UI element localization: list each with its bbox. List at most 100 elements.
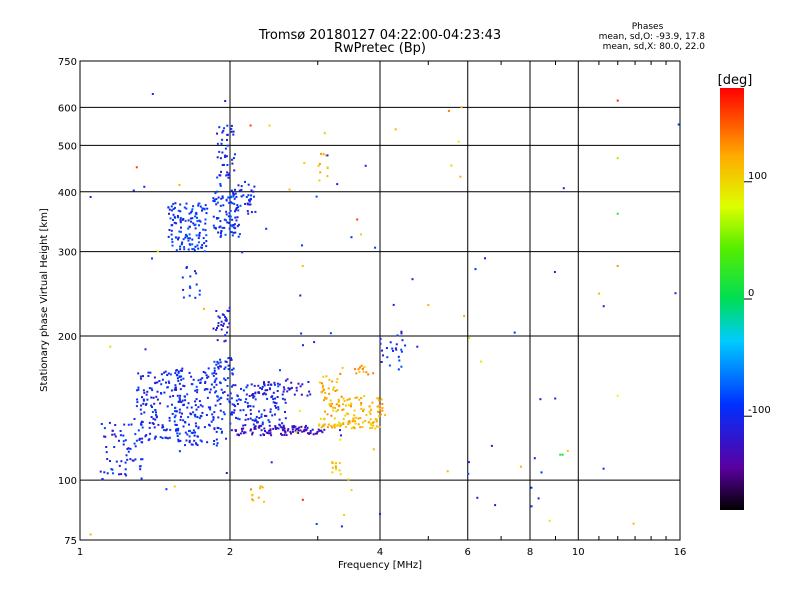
data-point bbox=[204, 204, 207, 207]
data-point bbox=[213, 371, 216, 374]
data-point bbox=[337, 398, 340, 401]
data-point bbox=[249, 405, 252, 408]
data-point bbox=[299, 385, 302, 388]
data-point bbox=[188, 435, 191, 438]
data-point bbox=[539, 398, 542, 401]
data-point bbox=[228, 227, 231, 230]
data-point bbox=[324, 391, 327, 394]
data-point bbox=[178, 382, 181, 385]
data-point bbox=[343, 400, 346, 402]
data-point bbox=[427, 304, 430, 307]
data-point bbox=[153, 402, 156, 405]
data-point bbox=[530, 486, 533, 489]
data-point bbox=[632, 522, 635, 525]
data-point bbox=[365, 371, 368, 374]
data-point bbox=[141, 437, 144, 440]
data-point bbox=[226, 139, 228, 141]
data-point bbox=[163, 429, 165, 432]
data-point bbox=[185, 202, 188, 205]
data-point bbox=[188, 285, 191, 288]
data-point bbox=[223, 377, 226, 380]
data-point bbox=[213, 200, 216, 203]
data-point bbox=[152, 417, 155, 420]
data-point bbox=[290, 386, 293, 389]
data-point bbox=[221, 131, 224, 134]
data-point bbox=[204, 382, 207, 384]
data-point bbox=[179, 394, 182, 397]
data-point bbox=[178, 184, 181, 186]
data-point bbox=[265, 227, 268, 230]
data-point bbox=[283, 388, 286, 391]
data-point bbox=[139, 408, 142, 411]
data-point bbox=[320, 382, 323, 385]
data-point bbox=[217, 367, 220, 370]
data-point bbox=[266, 397, 269, 400]
data-point bbox=[209, 388, 212, 391]
data-point bbox=[188, 212, 191, 215]
data-point bbox=[231, 225, 234, 228]
data-point bbox=[160, 373, 163, 376]
data-point bbox=[369, 422, 372, 425]
data-point bbox=[201, 405, 204, 408]
data-point bbox=[187, 248, 190, 251]
data-point bbox=[250, 428, 252, 431]
data-point bbox=[146, 390, 149, 393]
data-point bbox=[226, 133, 229, 136]
data-point bbox=[263, 381, 265, 384]
data-point bbox=[208, 423, 210, 426]
data-point bbox=[404, 344, 407, 347]
data-point bbox=[173, 420, 176, 423]
data-point bbox=[237, 223, 240, 226]
data-point bbox=[169, 217, 172, 220]
data-point bbox=[333, 417, 336, 420]
data-point bbox=[177, 379, 180, 382]
data-point bbox=[218, 398, 221, 401]
data-point bbox=[135, 166, 138, 169]
data-point bbox=[494, 504, 497, 507]
data-point bbox=[168, 416, 171, 419]
data-point bbox=[100, 423, 103, 425]
data-point bbox=[242, 409, 245, 412]
data-point bbox=[182, 238, 185, 241]
data-point bbox=[141, 426, 144, 429]
axis-ticks: 1 2 4 6 8 10 16 75 100 200 300 400 500 600 750 bbox=[58, 57, 686, 558]
data-point bbox=[211, 413, 214, 416]
data-point bbox=[316, 432, 318, 435]
data-point bbox=[205, 414, 208, 416]
data-point bbox=[191, 431, 194, 434]
data-point bbox=[228, 201, 231, 204]
data-point bbox=[201, 377, 204, 380]
data-point bbox=[251, 431, 254, 434]
data-point bbox=[158, 380, 161, 382]
data-point bbox=[151, 422, 154, 425]
data-point bbox=[221, 138, 224, 141]
data-point bbox=[284, 430, 286, 433]
data-point bbox=[179, 210, 182, 213]
data-point bbox=[252, 423, 255, 426]
data-point bbox=[194, 404, 197, 407]
data-point bbox=[293, 393, 296, 396]
data-point bbox=[274, 401, 276, 404]
data-point bbox=[224, 379, 227, 381]
data-point bbox=[143, 185, 146, 188]
data-point bbox=[330, 425, 333, 427]
data-point bbox=[274, 413, 276, 416]
data-point bbox=[209, 408, 212, 411]
data-point bbox=[155, 411, 157, 414]
data-point bbox=[205, 234, 208, 237]
data-point bbox=[264, 414, 266, 417]
data-point bbox=[225, 317, 228, 320]
data-point bbox=[136, 398, 139, 401]
data-point bbox=[281, 393, 284, 396]
data-point bbox=[230, 412, 232, 415]
data-point bbox=[380, 398, 383, 401]
data-point bbox=[598, 292, 601, 295]
data-point bbox=[260, 429, 263, 432]
data-point bbox=[341, 366, 344, 369]
data-point bbox=[360, 233, 362, 236]
data-point bbox=[370, 424, 372, 427]
data-point bbox=[254, 427, 257, 430]
data-point bbox=[199, 205, 202, 208]
data-point bbox=[222, 411, 225, 414]
data-point bbox=[194, 389, 197, 392]
